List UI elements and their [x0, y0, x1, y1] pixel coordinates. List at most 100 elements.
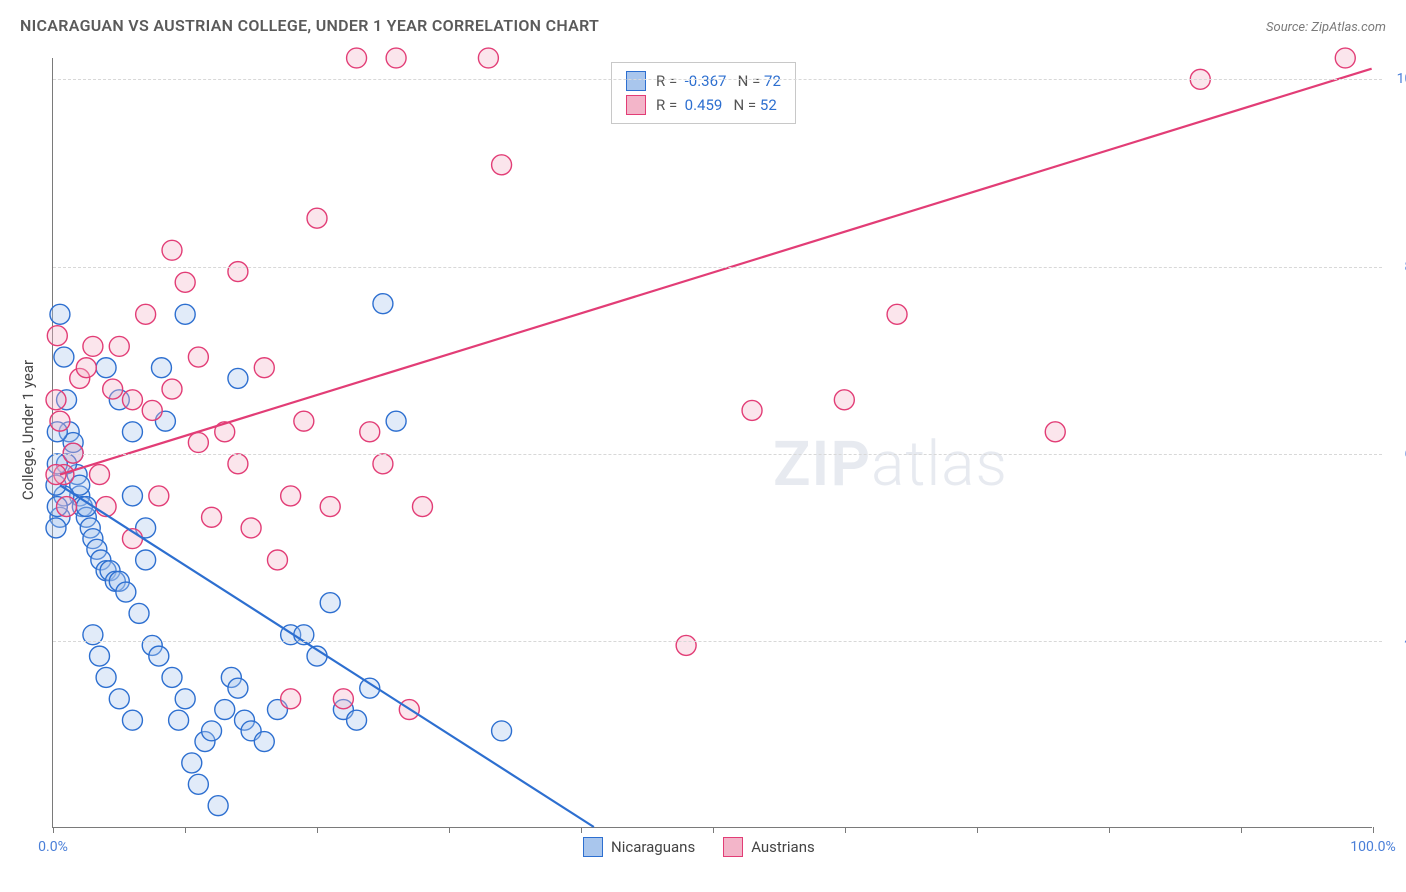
- data-point: [1045, 422, 1065, 442]
- data-point: [281, 689, 301, 709]
- data-point: [202, 721, 222, 741]
- data-point: [281, 486, 301, 506]
- data-point: [254, 358, 274, 378]
- data-point: [478, 48, 498, 68]
- chart-title: NICARAGUAN VS AUSTRIAN COLLEGE, UNDER 1 …: [20, 16, 599, 35]
- y-axis-label: College, Under 1 year: [19, 360, 37, 500]
- series-legend-label: Austrians: [751, 838, 815, 856]
- data-point: [90, 465, 110, 485]
- data-point: [208, 796, 228, 816]
- data-point: [46, 390, 66, 410]
- data-point: [347, 710, 367, 730]
- correlation-legend: R = -0.367 N = 72R = 0.459 N = 52: [611, 62, 796, 124]
- legend-swatch: [583, 837, 603, 857]
- data-point: [54, 347, 74, 367]
- data-point: [254, 732, 274, 752]
- data-point: [151, 358, 171, 378]
- data-point: [76, 358, 96, 378]
- data-point: [149, 486, 169, 506]
- x-tick-label: 100.0%: [1350, 839, 1395, 855]
- data-point: [182, 753, 202, 773]
- regression-line: [60, 69, 1372, 475]
- data-point: [347, 48, 367, 68]
- data-point: [169, 710, 189, 730]
- data-point: [122, 710, 142, 730]
- chart-source: Source: ZipAtlas.com: [1266, 20, 1386, 35]
- data-point: [307, 208, 327, 228]
- data-point: [175, 304, 195, 324]
- data-point: [162, 379, 182, 399]
- data-point: [228, 454, 248, 474]
- data-point: [96, 667, 116, 687]
- series-legend: Nicaraguans Austrians: [583, 837, 815, 857]
- data-point: [742, 400, 762, 420]
- data-point: [386, 411, 406, 431]
- data-point: [333, 689, 353, 709]
- data-point: [215, 700, 235, 720]
- data-point: [136, 304, 156, 324]
- data-point: [90, 646, 110, 666]
- data-point: [386, 48, 406, 68]
- data-point: [83, 336, 103, 356]
- data-point: [492, 721, 512, 741]
- data-point: [492, 155, 512, 175]
- data-point: [50, 304, 70, 324]
- data-point: [162, 667, 182, 687]
- data-point: [202, 507, 222, 527]
- data-point: [122, 486, 142, 506]
- data-point: [129, 603, 149, 623]
- legend-row: R = -0.367 N = 72: [626, 69, 781, 93]
- data-point: [294, 411, 314, 431]
- plot-area: ZIPatlas R = -0.367 N = 72R = 0.459 N = …: [52, 58, 1372, 828]
- regression-line: [60, 485, 594, 827]
- data-point: [188, 347, 208, 367]
- data-point: [373, 294, 393, 314]
- data-point: [47, 326, 67, 346]
- data-point: [50, 411, 70, 431]
- x-tick-label: 0.0%: [38, 839, 68, 855]
- data-point: [228, 262, 248, 282]
- series-legend-item: Austrians: [723, 837, 815, 857]
- series-legend-item: Nicaraguans: [583, 837, 695, 857]
- data-point: [373, 454, 393, 474]
- legend-swatch: [626, 95, 646, 115]
- data-point: [188, 433, 208, 453]
- data-point: [162, 240, 182, 260]
- data-point: [122, 422, 142, 442]
- data-point: [103, 379, 123, 399]
- data-point: [887, 304, 907, 324]
- data-point: [412, 497, 432, 517]
- data-point: [136, 550, 156, 570]
- y-tick-label: 100.0%: [1382, 71, 1406, 87]
- data-point: [320, 497, 340, 517]
- legend-row: R = 0.459 N = 52: [626, 93, 781, 117]
- data-point: [109, 336, 129, 356]
- data-point: [57, 497, 77, 517]
- data-point: [149, 646, 169, 666]
- data-point: [676, 635, 696, 655]
- scatter-svg: [53, 58, 1372, 827]
- data-point: [46, 518, 66, 538]
- y-tick-label: 65.0%: [1382, 446, 1406, 462]
- data-point: [834, 390, 854, 410]
- data-point: [228, 368, 248, 388]
- legend-swatch: [626, 71, 646, 91]
- legend-stats: R = 0.459 N = 52: [656, 93, 777, 117]
- data-point: [228, 678, 248, 698]
- data-point: [241, 518, 261, 538]
- data-point: [142, 400, 162, 420]
- series-legend-label: Nicaraguans: [611, 838, 695, 856]
- data-point: [175, 272, 195, 292]
- data-point: [1335, 48, 1355, 68]
- data-point: [320, 593, 340, 613]
- data-point: [188, 774, 208, 794]
- y-tick-label: 47.5%: [1382, 633, 1406, 649]
- data-point: [267, 550, 287, 570]
- data-point: [360, 422, 380, 442]
- legend-swatch: [723, 837, 743, 857]
- y-tick-label: 82.5%: [1382, 259, 1406, 275]
- data-point: [116, 582, 136, 602]
- data-point: [96, 358, 116, 378]
- data-point: [109, 689, 129, 709]
- data-point: [122, 390, 142, 410]
